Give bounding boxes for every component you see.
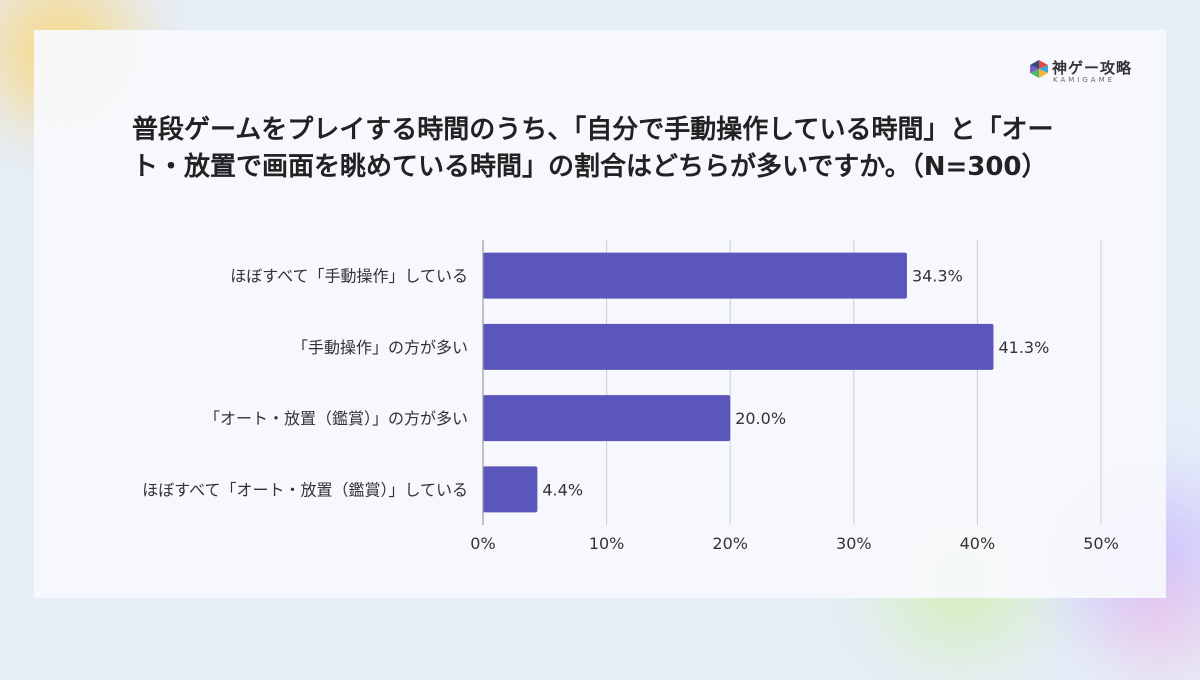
x-tick-label: 20% bbox=[712, 534, 748, 553]
logo-text: 神ゲー攻略 bbox=[1052, 59, 1133, 77]
bar bbox=[483, 395, 731, 442]
category-label: ほぼすべて「オート・放置（鑑賞）」している bbox=[142, 480, 468, 499]
x-tick-label: 0% bbox=[470, 534, 495, 553]
kamigame-logo-icon bbox=[1030, 60, 1048, 78]
bar-chart: ほぼすべて「手動操作」している 34.3% 「手動操作」の方が多い 41.3% 「オート… bbox=[142, 240, 1119, 553]
logo-subtext: KAMIGAME bbox=[1053, 76, 1116, 84]
category-label: ほぼすべて「手動操作」している bbox=[230, 267, 468, 286]
bar bbox=[483, 466, 538, 513]
x-tick-label: 30% bbox=[836, 534, 872, 553]
x-tick-label: 50% bbox=[1083, 534, 1119, 553]
category-label: 「手動操作」の方が多い bbox=[292, 338, 468, 357]
bar bbox=[483, 252, 907, 299]
chart-title: 普段ゲームをプレイする時間のうち、「自分で手動操作している時間」と「オート・放置… bbox=[132, 115, 1054, 182]
logo: 神ゲー攻略 KAMIGAME bbox=[1030, 58, 1140, 86]
data-label: 34.3% bbox=[912, 267, 963, 286]
category-label: 「オート・放置（鑑賞）」の方が多い bbox=[204, 409, 468, 428]
data-label: 41.3% bbox=[998, 338, 1049, 357]
x-tick-label: 10% bbox=[589, 534, 625, 553]
data-label: 4.4% bbox=[542, 480, 583, 499]
x-tick-label: 40% bbox=[960, 534, 996, 553]
data-label: 20.0% bbox=[735, 409, 786, 428]
bar bbox=[483, 323, 994, 370]
